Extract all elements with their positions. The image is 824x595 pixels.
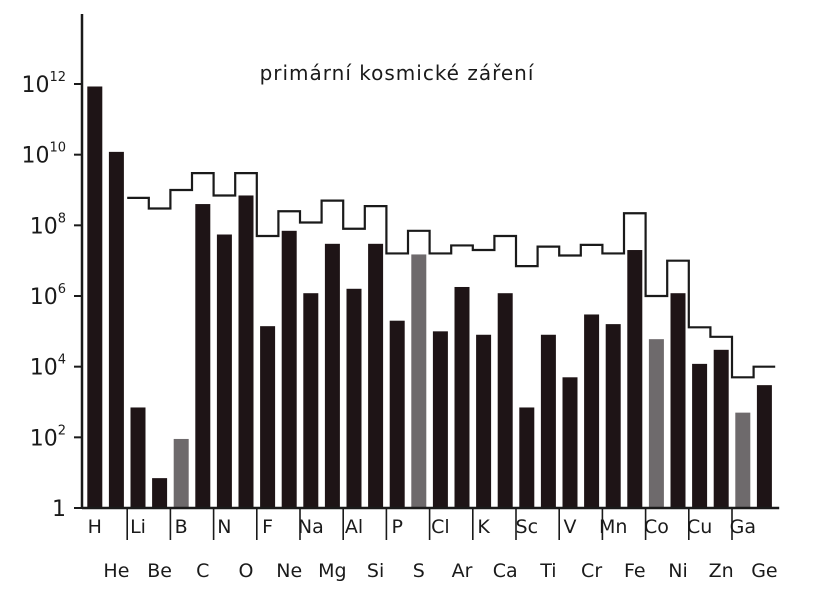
bar-li: [130, 407, 146, 508]
bar-ni: [670, 293, 686, 508]
x-tick-label-p: P: [391, 516, 402, 538]
bar-na: [303, 293, 319, 508]
x-tick-label-ti: Ti: [539, 560, 556, 582]
bar-o: [238, 195, 254, 508]
x-tick-label-b: B: [175, 516, 188, 538]
bar-ti: [540, 334, 556, 508]
x-tick-label-ge: Ge: [751, 560, 777, 582]
bar-mn: [605, 324, 621, 508]
bar-he: [108, 151, 124, 508]
x-tick-label-he: He: [103, 560, 129, 582]
y-axis: 1 102 104 106 108 1010 1012: [21, 14, 84, 522]
bar-ca: [497, 293, 513, 508]
x-tick-label-cu: Cu: [687, 516, 712, 538]
bar-ne: [281, 230, 297, 509]
x-tick-label-sc: Sc: [516, 516, 539, 538]
x-tick-label-ni: Ni: [668, 560, 688, 582]
bar-k: [476, 334, 492, 508]
bar-al: [346, 288, 362, 508]
x-tick-label-co: Co: [644, 516, 669, 538]
bar-b: [173, 438, 189, 508]
bar-sc: [519, 407, 535, 508]
x-tick-label-li: Li: [130, 516, 146, 538]
x-tick-label-s: S: [413, 560, 425, 582]
x-tick-label-al: Al: [345, 516, 363, 538]
bar-f: [260, 326, 276, 508]
bar-p: [389, 320, 405, 508]
x-tick-label-be: Be: [147, 560, 172, 582]
y-tick-label: 102: [30, 423, 66, 451]
bar-n: [216, 234, 232, 508]
bar-group: [87, 86, 772, 509]
x-tick-label-mg: Mg: [318, 560, 346, 582]
bar-h: [87, 86, 103, 508]
bar-ga: [735, 412, 751, 508]
bar-ge: [756, 385, 772, 508]
bar-cl: [432, 331, 448, 508]
bar-be: [152, 478, 168, 508]
y-tick-label: 104: [30, 353, 66, 381]
x-tick-label-zn: Zn: [709, 560, 734, 582]
x-tick-label-v: V: [564, 516, 577, 538]
bar-ar: [454, 286, 470, 508]
bar-v: [562, 377, 578, 508]
x-tick-label-ne: Ne: [276, 560, 302, 582]
x-tick-label-cr: Cr: [581, 560, 602, 582]
y-tick-label: 1: [52, 497, 66, 522]
step-line-group: [127, 172, 776, 379]
bar-s: [411, 254, 427, 508]
bar-cr: [584, 314, 600, 508]
bar-cu: [692, 363, 708, 508]
x-tick-label-cl: Cl: [431, 516, 450, 538]
chart-title: primární kosmické záření: [260, 61, 535, 85]
y-tick-label: 1010: [21, 141, 66, 169]
x-tick-label-n: N: [217, 516, 231, 538]
x-tick-label-mn: Mn: [599, 516, 627, 538]
x-tick-label-h: H: [88, 516, 102, 538]
bar-si: [368, 243, 384, 508]
y-tick-label: 106: [30, 282, 66, 310]
x-tick-label-si: Si: [367, 560, 384, 582]
x-tick-label-k: K: [477, 516, 490, 538]
x-tick-label-ga: Ga: [730, 516, 756, 538]
y-tick-label: 108: [30, 211, 66, 239]
x-tick-label-ar: Ar: [452, 560, 473, 582]
bar-co: [648, 339, 664, 508]
y-tick-label: 1012: [21, 70, 66, 98]
x-tick-label-c: C: [196, 560, 209, 582]
bar-fe: [627, 250, 643, 508]
bar-c: [195, 204, 211, 508]
bar-mg: [324, 243, 340, 508]
x-tick-label-f: F: [262, 516, 273, 538]
bar-zn: [713, 349, 729, 508]
x-tick-label-fe: Fe: [624, 560, 646, 582]
step-line: [127, 172, 776, 379]
x-tick-label-na: Na: [298, 516, 324, 538]
x-tick-label-ca: Ca: [493, 560, 518, 582]
x-tick-label-o: O: [239, 560, 254, 582]
